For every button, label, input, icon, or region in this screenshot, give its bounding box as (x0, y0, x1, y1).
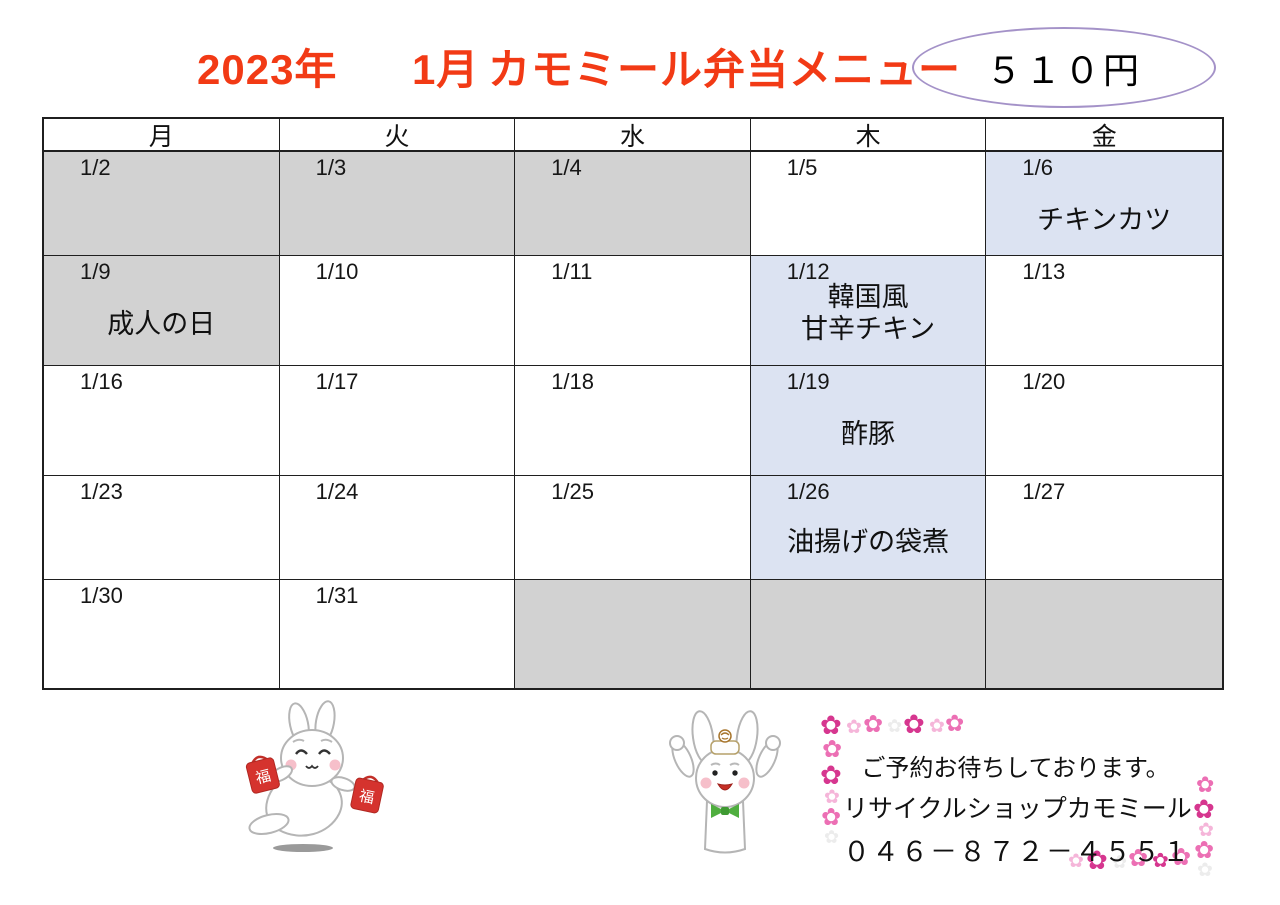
cell-date: 1/31 (315, 583, 359, 608)
calendar-table: 月 火 水 木 金 1/2 1/3 1/4 1/5 1/6 チキンカツ 1/9 … (42, 117, 1224, 690)
cell-date: 1/12 (786, 259, 830, 284)
calendar-cell-jan6: 1/6 チキンカツ (986, 152, 1222, 256)
shop-name: リサイクルショップカモミール (843, 795, 1192, 823)
calendar-cell-empty (750, 580, 987, 688)
calendar-cell-jan24: 1/24 (279, 476, 516, 580)
flower-icon (822, 738, 842, 762)
title-name: カモミール弁当メニュー (488, 46, 962, 93)
calendar-cell-jan10: 1/10 (279, 256, 516, 366)
calendar-cell-jan5: 1/5 (750, 152, 987, 256)
day-header-tue: 火 (279, 119, 516, 152)
svg-text:福: 福 (254, 767, 273, 787)
kagami-mochi-icon (710, 729, 740, 755)
calendar-cell-jan20: 1/20 (986, 366, 1222, 476)
rabbit-with-lucky-bags-illustration: 福 福 (245, 700, 384, 852)
calendar-cell-empty (515, 580, 751, 688)
cell-date: 1/23 (80, 479, 123, 504)
flower-icon (1193, 796, 1215, 822)
bow-tie-icon (711, 804, 739, 818)
calendar-cell-jan11: 1/11 (515, 256, 751, 366)
cheering-rabbit-illustration (669, 710, 781, 854)
title-year: 2023年 (197, 46, 338, 93)
cell-date: 1/10 (315, 259, 359, 284)
calendar-cell-jan3: 1/3 (279, 152, 516, 256)
svg-text:福: 福 (358, 788, 376, 808)
cell-date: 1/3 (315, 155, 347, 180)
lucky-bag-icon: 福 (350, 775, 384, 814)
cell-date: 1/4 (551, 155, 582, 180)
calendar-cell-empty (986, 580, 1222, 688)
calendar-cell-jan4: 1/4 (515, 152, 751, 256)
flower-icon (846, 718, 862, 737)
day-header-fri: 金 (986, 119, 1222, 152)
calendar-cell-jan19: 1/19 酢豚 (750, 366, 987, 476)
cell-date: 1/19 (786, 369, 830, 394)
flower-icon (887, 717, 902, 735)
cell-date: 1/30 (80, 583, 123, 608)
calendar-cell-jan31: 1/31 (279, 580, 516, 688)
shadow (273, 844, 333, 852)
flower-icon (820, 762, 842, 788)
cell-date: 1/17 (315, 369, 359, 394)
flower-icon (863, 713, 883, 737)
cell-date: 1/5 (786, 155, 818, 180)
calendar-cell-jan25: 1/25 (515, 476, 751, 580)
calendar-cell-jan30: 1/30 (44, 580, 280, 688)
calendar-cell-jan26: 1/26 油揚げの袋煮 (750, 476, 987, 580)
cell-date: 1/20 (1022, 369, 1066, 394)
flower-icon (929, 717, 945, 736)
day-header-mon: 月 (44, 119, 280, 152)
price-text: ５１０円 (985, 49, 1142, 91)
cell-date: 1/13 (1022, 259, 1066, 284)
flower-icon (824, 828, 839, 846)
menu-item: 油揚げの袋煮 (787, 527, 950, 557)
calendar-cell-jan12: 1/12 韓国風 甘辛チキン (750, 256, 987, 366)
cell-date: 1/25 (551, 479, 595, 504)
lucky-bag-icon: 福 (245, 755, 280, 794)
flower-icon (820, 712, 842, 738)
cell-date: 1/26 (786, 479, 830, 504)
cell-date: 1/27 (1022, 479, 1066, 504)
menu-line: 甘辛チキン (800, 314, 936, 345)
flower-icon (903, 711, 925, 737)
flower-icon (1196, 774, 1214, 796)
calendar-cell-jan13: 1/13 (986, 256, 1222, 366)
calendar-cell-jan17: 1/17 (279, 366, 516, 476)
calendar-cell-jan27: 1/27 (986, 476, 1222, 580)
holiday-label: 成人の日 (107, 309, 216, 339)
menu-line: 韓国風 (827, 282, 909, 312)
reservation-note: ご予約お待ちしております。 (861, 755, 1170, 782)
cell-date: 1/2 (80, 155, 111, 180)
flower-icon (945, 712, 964, 735)
title-month: 1月 (412, 46, 480, 93)
calendar-cell-jan18: 1/18 (515, 366, 751, 476)
cell-date: 1/24 (315, 479, 359, 504)
cell-date: 1/11 (551, 259, 593, 284)
calendar-cell-jan9: 1/9 成人の日 (44, 256, 280, 366)
cell-date: 1/6 (1022, 155, 1053, 180)
calendar-cell-jan23: 1/23 (44, 476, 280, 580)
day-header-wed: 水 (515, 119, 751, 152)
flower-icon (1197, 861, 1213, 880)
phone-number: ０４６－８７２－４５５１ (843, 837, 1191, 867)
cell-date: 1/16 (80, 369, 123, 394)
calendar-cell-jan16: 1/16 (44, 366, 280, 476)
calendar-cell-jan2: 1/2 (44, 152, 280, 256)
day-header-thu: 木 (750, 119, 987, 152)
menu-item: 韓国風 甘辛チキン (751, 281, 986, 346)
menu-item: 酢豚 (841, 419, 896, 449)
menu-item: チキンカツ (1037, 205, 1172, 235)
page-title: 2023年 1月 カモミール弁当メニュー (197, 36, 960, 93)
cell-date: 1/9 (80, 259, 111, 284)
footer-contact-block: ご予約お待ちしております。 リサイクルショップカモミール ０４６－８７２－４５５… (843, 748, 1192, 869)
cell-date: 1/18 (551, 369, 595, 394)
price-badge: ５１０円 (912, 27, 1216, 108)
